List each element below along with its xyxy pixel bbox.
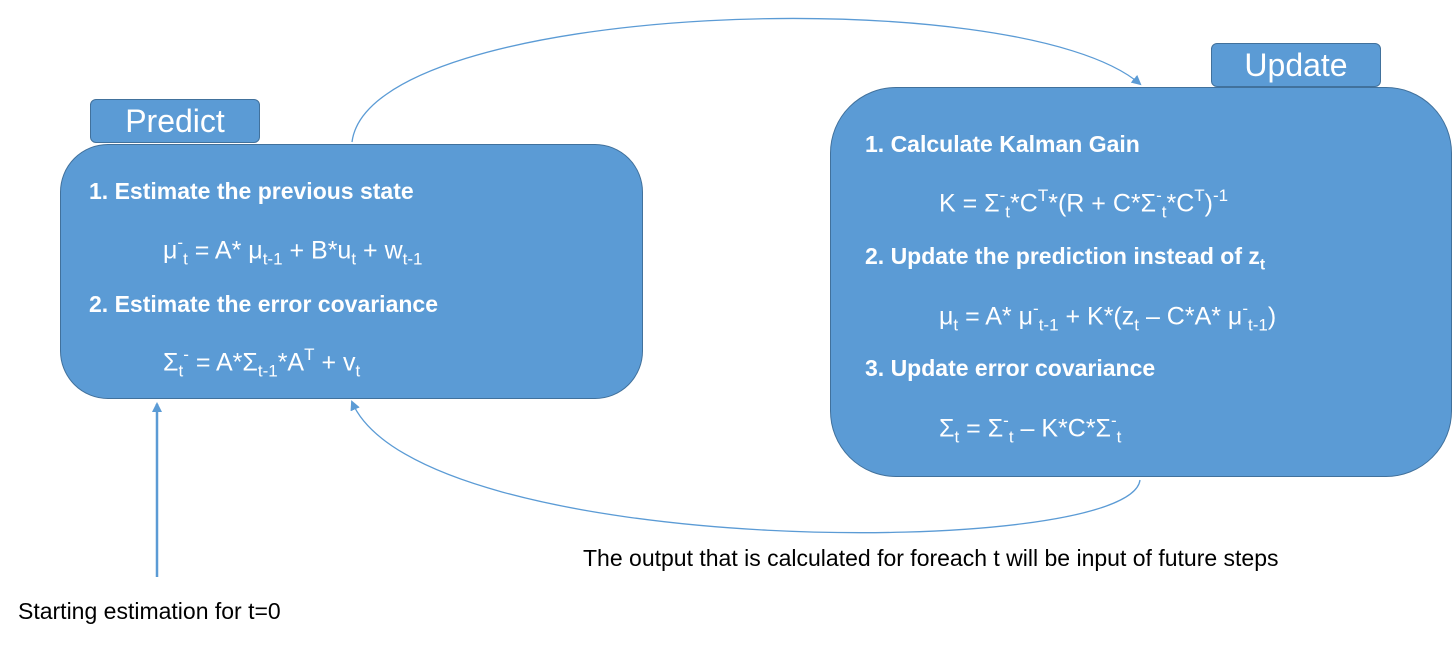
predict-to-update-arrow [351,17,1142,143]
update-tab-label: Update [1244,46,1348,83]
update-step-2: 2. Update the prediction instead of zt [865,243,1266,274]
predict-covariance-equation: Σt- = A*Σt-1*AT + vt [163,345,361,381]
update-step-3: 3. Update error covariance [865,355,1156,381]
update-box: 1. Calculate Kalman Gain K = Σ-t*CT*(R +… [830,87,1452,477]
update-prediction-equation: μt = A* μ-t-1 + K*(zt – C*A* μ-t-1) [939,299,1277,335]
update-covariance-equation: Σt = Σ-t – K*C*Σ-t [939,411,1122,447]
update-step-1: 1. Calculate Kalman Gain [865,131,1140,157]
update-tab: Update [1211,43,1381,87]
predict-step-1: 1. Estimate the previous state [89,178,414,204]
predict-state-equation: μ-t = A* μt-1 + B*ut + wt-1 [163,233,423,269]
kalman-gain-equation: K = Σ-t*CT*(R + C*Σ-t*CT)-1 [939,186,1229,222]
predict-step-2: 2. Estimate the error covariance [89,291,438,317]
start-caption: Starting estimation for t=0 [18,598,281,624]
loop-caption: The output that is calculated for foreac… [583,545,1279,571]
predict-tab-label: Predict [125,102,225,139]
predict-tab: Predict [90,99,260,143]
update-to-predict-arrow [350,400,1141,534]
predict-box: 1. Estimate the previous state μ-t = A* … [60,144,643,399]
